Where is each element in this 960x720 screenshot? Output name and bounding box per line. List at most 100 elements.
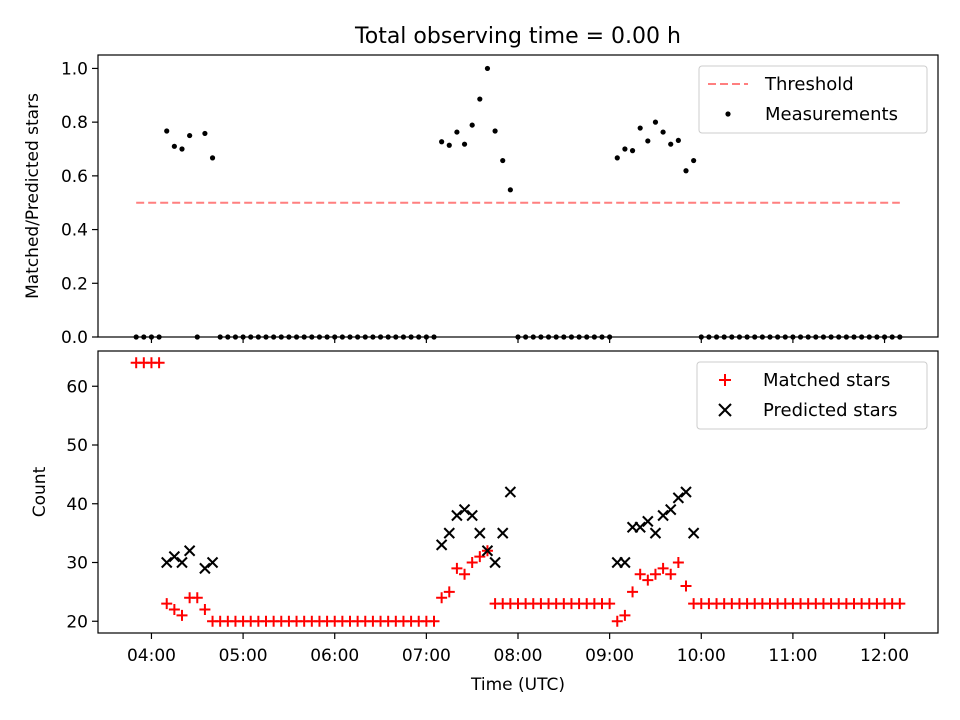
bottom-x-tick-label: 10:00 bbox=[677, 646, 726, 666]
predicted-star-point bbox=[183, 545, 196, 557]
bottom-y-tick-label: 40 bbox=[66, 495, 88, 515]
bottom-x-ticks: 04:00 05:00 06:00 07:00 08:00 09:00 10:00 11:00… bbox=[127, 633, 909, 666]
legend-matched-marker bbox=[719, 374, 731, 386]
top-x-ticks bbox=[150, 337, 886, 343]
matched-star-point bbox=[176, 609, 188, 621]
top-panel: 0.0 0.2 0.4 0.6 0.8 1.0 Matched/Predicted sta… bbox=[23, 54, 939, 348]
measurement-point bbox=[187, 132, 193, 139]
bottom-x-tick-label: 09:00 bbox=[585, 646, 634, 666]
measurement-point bbox=[209, 155, 216, 161]
bottom-plot-area bbox=[130, 357, 906, 627]
matched-star-point bbox=[466, 557, 478, 568]
predicted-star-point bbox=[466, 509, 478, 522]
predicted-star-point bbox=[458, 503, 471, 516]
bottom-y-ticks: 20 30 40 50 60 bbox=[66, 377, 98, 632]
top-y-tick-label: 0.2 bbox=[61, 274, 88, 294]
matched-star-point bbox=[168, 604, 180, 615]
bottom-y-tick-label: 60 bbox=[66, 377, 88, 397]
bottom-x-tick-label: 05:00 bbox=[219, 646, 268, 666]
bottom-y-tick-label: 20 bbox=[66, 612, 88, 632]
measurement-point bbox=[477, 96, 483, 102]
bottom-x-axis-label: Time (UTC) bbox=[470, 675, 565, 695]
matched-star-point bbox=[474, 551, 486, 563]
legend-predicted-marker bbox=[718, 403, 732, 417]
measurement-point bbox=[637, 125, 643, 131]
bottom-x-tick-label: 08:00 bbox=[494, 646, 543, 666]
matched-star-point bbox=[672, 557, 684, 568]
predicted-star-point bbox=[168, 550, 181, 563]
matched-star-point bbox=[619, 609, 631, 621]
top-y-tick-label: 1.0 bbox=[61, 59, 88, 79]
measurement-point bbox=[691, 157, 697, 164]
bottom-y-tick-label: 50 bbox=[66, 436, 88, 456]
top-y-tick-label: 0.0 bbox=[61, 328, 88, 348]
bottom-legend: Matched stars Predicted stars bbox=[696, 361, 928, 430]
predicted-star-point bbox=[435, 539, 448, 551]
legend-threshold-label: Threshold bbox=[764, 74, 854, 95]
measurement-point bbox=[202, 130, 208, 137]
measurement-point bbox=[461, 141, 468, 147]
matched-star-point bbox=[894, 598, 906, 610]
measurement-point bbox=[469, 122, 475, 128]
matched-star-point bbox=[161, 598, 173, 610]
measurement-point bbox=[622, 146, 628, 152]
bottom-x-tick-label: 12:00 bbox=[860, 646, 909, 666]
measurement-point bbox=[446, 142, 452, 148]
matched-star-point bbox=[611, 615, 623, 627]
matched-star-point bbox=[665, 568, 677, 580]
predicted-star-point bbox=[619, 556, 631, 569]
predicted-star-point bbox=[657, 509, 669, 522]
predicted-star-point bbox=[634, 521, 646, 533]
measurement-point bbox=[668, 141, 674, 147]
matched-star-point bbox=[191, 592, 203, 604]
matched-star-point bbox=[680, 580, 692, 592]
predicted-star-point bbox=[665, 503, 677, 516]
measurement-point bbox=[179, 146, 185, 152]
predicted-star-point bbox=[642, 515, 654, 528]
top-y-tick-label: 0.6 bbox=[61, 167, 88, 187]
legend-measurements-marker bbox=[725, 111, 731, 117]
predicted-star-point bbox=[161, 556, 173, 569]
legend-measurements-label: Measurements bbox=[765, 104, 898, 125]
measurement-point bbox=[675, 137, 681, 144]
bottom-panel: 20 30 40 50 60 04:00 05:00 06:00 07:00 08:00 09:0… bbox=[30, 350, 939, 695]
matched-star-point bbox=[627, 586, 639, 598]
matched-star-point bbox=[428, 615, 440, 627]
top-y-axis-label: Matched/Predicted stars bbox=[23, 93, 43, 299]
predicted-star-point bbox=[443, 527, 455, 539]
predicted-star-point bbox=[687, 527, 700, 539]
measurement-point bbox=[507, 187, 513, 193]
matched-star-point bbox=[199, 604, 211, 615]
measurement-point bbox=[500, 157, 506, 164]
top-legend: Threshold Measurements bbox=[698, 65, 928, 134]
measurement-point bbox=[439, 139, 445, 145]
predicted-star-point bbox=[481, 545, 494, 557]
matched-star-point bbox=[443, 586, 455, 598]
predicted-star-point bbox=[176, 556, 188, 569]
chart-title: Total observing time = 0.00 h bbox=[354, 24, 681, 49]
measurement-point bbox=[492, 128, 498, 134]
bottom-x-tick-label: 07:00 bbox=[402, 646, 451, 666]
matched-star-point bbox=[604, 598, 616, 610]
matched-star-point bbox=[657, 562, 669, 574]
predicted-star-point bbox=[474, 527, 486, 539]
measurement-point bbox=[629, 148, 636, 154]
measurement-point bbox=[454, 129, 460, 135]
predicted-star-point bbox=[672, 492, 685, 504]
matched-star-point bbox=[649, 568, 661, 580]
bottom-y-tick-label: 30 bbox=[66, 554, 88, 574]
matched-star-point bbox=[153, 357, 165, 369]
predicted-star-point bbox=[199, 562, 211, 575]
measurement-point bbox=[484, 65, 491, 72]
measurement-point bbox=[652, 119, 659, 125]
measurement-point bbox=[645, 138, 651, 144]
predicted-star-point bbox=[489, 556, 501, 569]
measurement-point bbox=[171, 143, 177, 149]
matched-star-point bbox=[642, 574, 654, 586]
predicted-star-point bbox=[504, 486, 517, 498]
bottom-y-axis-label: Count bbox=[30, 466, 50, 517]
bottom-x-tick-label: 06:00 bbox=[310, 646, 359, 666]
top-y-tick-label: 0.4 bbox=[61, 221, 88, 241]
matched-star-point bbox=[451, 562, 463, 574]
